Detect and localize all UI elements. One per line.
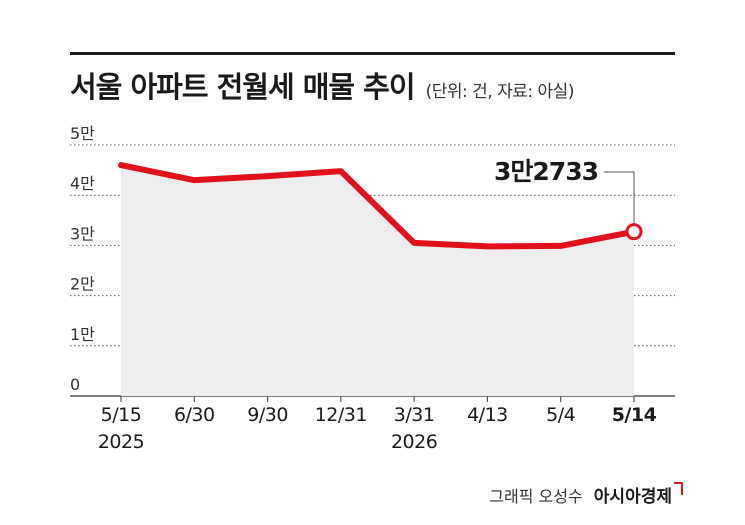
credit: 그래픽 오성수 아시아경제 [489,482,683,507]
annotations: 3만2733 [494,157,643,241]
unit-source-note: (단위: 건, 자료: 아실) [425,82,575,102]
x-tick-label: 5/4 [546,404,575,426]
x-tick-label: 2026 [391,431,437,453]
x-tick-label: 5/14 [612,404,657,426]
chart-title: 서울 아파트 전월세 매물 추이 [70,70,416,104]
y-tick-label: 1만 [70,325,95,344]
y-tick-label: 4만 [70,174,95,193]
y-tick-label: 2만 [70,275,95,294]
y-tick-label: 5만 [70,124,95,143]
x-tick-label: 12/31 [315,404,367,426]
x-tick-label: 4/13 [467,404,508,426]
x-tick-label: 2025 [98,431,144,453]
graphic-credit: 그래픽 오성수 [489,487,583,506]
x-tick-label: 5/15 [101,404,142,426]
brand-mark-icon [674,482,683,495]
brand-logo-text: 아시아경제 [593,487,672,507]
series-line [118,162,637,250]
y-tick-label: 0 [70,375,80,394]
x-tick-labels: 5/15 2025 6/30 9/30 12/31 3/31 2026 4/13 5/4 5/14 [98,404,657,453]
title-row: 서울 아파트 전월세 매물 추이 (단위: 건, 자료: 아실) [70,64,574,106]
annotation-leader [604,171,635,224]
y-tick-labels: 0 1만 2만 3만 4만 5만 [70,124,95,394]
y-tick-label: 3만 [70,224,95,243]
value-annotation: 3만2733 [494,157,598,186]
area-fill [121,165,634,396]
line-layer [118,162,637,250]
x-tick-label: 9/30 [247,404,288,426]
x-tick-label: 3/31 [394,404,435,426]
area-layer [121,165,634,396]
x-tick-label: 6/30 [174,404,215,426]
top-rule [70,52,675,55]
last-point-marker [625,223,643,241]
